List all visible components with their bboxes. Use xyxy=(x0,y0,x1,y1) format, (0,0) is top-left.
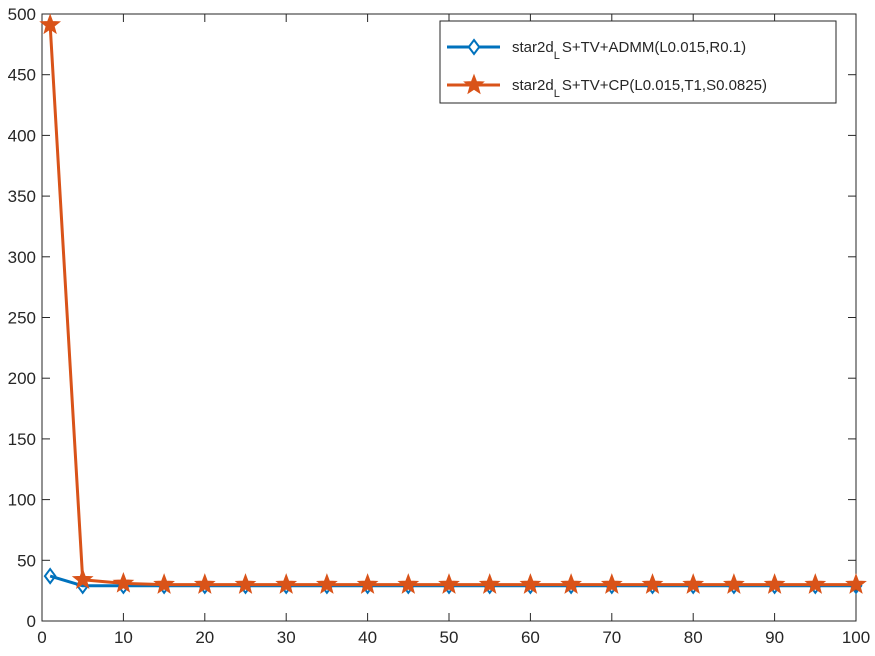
data-point xyxy=(763,573,786,594)
axes-box xyxy=(41,13,857,622)
data-point xyxy=(519,573,542,594)
plot-area: 0 10 20 30 40 50 60 70 80 90 100 0 50 100 150 200 250 300… xyxy=(8,5,871,647)
series-2 xyxy=(39,13,867,594)
x-tick-label: 60 xyxy=(521,628,540,647)
y-tick-label: 250 xyxy=(8,309,36,328)
x-tick-label: 80 xyxy=(684,628,703,647)
legend-label: star2dL S+TV+CP(L0.015,T1,S0.0825) xyxy=(512,77,767,100)
y-tick-label: 150 xyxy=(8,430,36,449)
legend-marker xyxy=(467,38,481,56)
legend-entry-2: star2dL S+TV+CP(L0.015,T1,S0.0825) xyxy=(447,73,767,100)
x-tick-label: 50 xyxy=(440,628,459,647)
legend-box xyxy=(439,20,837,104)
y-tick-label: 350 xyxy=(8,187,36,206)
data-point xyxy=(234,573,257,594)
y-tick-label: 0 xyxy=(27,612,36,631)
data-point xyxy=(682,573,705,594)
legend-label: star2dL S+TV+ADMM(L0.015,R0.1) xyxy=(512,39,746,62)
x-tick-label: 70 xyxy=(602,628,621,647)
data-point xyxy=(112,571,135,593)
x-tick-label: 30 xyxy=(277,628,296,647)
y-tick-label: 450 xyxy=(8,66,36,85)
y-tick-label: 300 xyxy=(8,248,36,267)
legend: star2dL S+TV+ADMM(L0.015,R0.1) star2dL S+TV… xyxy=(439,20,837,104)
series-layer xyxy=(39,13,867,595)
legend-marker xyxy=(463,73,485,95)
data-point xyxy=(153,573,175,594)
y-tick-label: 200 xyxy=(8,369,36,388)
data-point xyxy=(39,13,62,35)
data-point xyxy=(478,573,501,594)
data-point xyxy=(356,573,379,594)
data-point xyxy=(804,573,827,594)
data-point xyxy=(600,573,623,594)
x-tick-label: 40 xyxy=(358,628,377,647)
data-point xyxy=(275,573,298,594)
x-tick-label: 0 xyxy=(37,628,46,647)
y-tick-label: 100 xyxy=(8,491,36,510)
data-point xyxy=(397,573,420,594)
x-tick-label: 20 xyxy=(195,628,214,647)
legend-entry-1: star2dL S+TV+ADMM(L0.015,R0.1) xyxy=(447,38,746,62)
y-tick-label: 50 xyxy=(17,551,36,570)
data-point xyxy=(438,573,460,594)
data-point xyxy=(845,573,867,594)
x-tick-label: 90 xyxy=(765,628,784,647)
data-point xyxy=(641,573,664,594)
y-tick-label: 400 xyxy=(8,126,36,145)
y-tick-label: 500 xyxy=(8,5,36,24)
data-point xyxy=(71,568,94,589)
x-tick-label: 10 xyxy=(114,628,133,647)
data-point xyxy=(316,573,338,594)
data-point xyxy=(43,567,57,585)
data-point xyxy=(723,573,745,594)
data-point xyxy=(560,573,582,594)
x-tick-label: 100 xyxy=(842,628,870,647)
data-point xyxy=(193,573,216,594)
